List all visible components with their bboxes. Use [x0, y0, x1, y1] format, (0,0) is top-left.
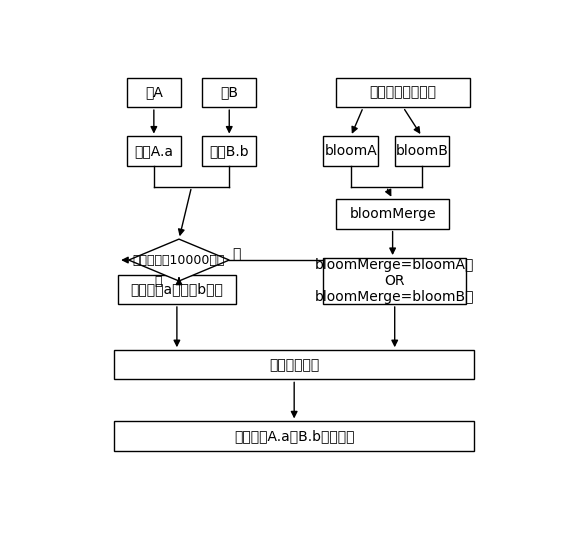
Text: 读取字段a、字段b的值: 读取字段a、字段b的值: [130, 282, 223, 296]
FancyBboxPatch shape: [324, 137, 378, 166]
Text: 数据量小于10000条？: 数据量小于10000条？: [133, 254, 225, 267]
Text: bloomA: bloomA: [324, 144, 377, 158]
Text: 字段B.b: 字段B.b: [210, 144, 249, 158]
FancyBboxPatch shape: [336, 78, 470, 107]
Text: 字段A.a: 字段A.a: [134, 144, 173, 158]
FancyBboxPatch shape: [114, 421, 474, 450]
FancyBboxPatch shape: [118, 275, 235, 304]
FancyBboxPatch shape: [114, 350, 474, 380]
FancyBboxPatch shape: [127, 78, 181, 107]
FancyBboxPatch shape: [324, 258, 466, 304]
Text: bloomB: bloomB: [395, 144, 448, 158]
FancyBboxPatch shape: [202, 137, 257, 166]
Text: 否: 否: [232, 248, 241, 262]
Text: 表B: 表B: [220, 85, 238, 100]
Polygon shape: [129, 239, 229, 281]
Text: 获得字段A.a、B.b关联关系: 获得字段A.a、B.b关联关系: [234, 429, 354, 443]
Text: 表A: 表A: [145, 85, 163, 100]
FancyBboxPatch shape: [127, 137, 181, 166]
Text: 布隆过滤器初始化: 布隆过滤器初始化: [370, 85, 437, 100]
FancyBboxPatch shape: [395, 137, 449, 166]
FancyBboxPatch shape: [202, 78, 257, 107]
Text: bloomMerge=bloomA？
OR
bloomMerge=bloomB？: bloomMerge=bloomA？ OR bloomMerge=bloomB？: [315, 258, 475, 304]
FancyBboxPatch shape: [336, 199, 449, 228]
Text: bloomMerge: bloomMerge: [350, 207, 436, 221]
Text: 包含关系判断: 包含关系判断: [269, 358, 319, 372]
Text: 是: 是: [154, 275, 162, 288]
